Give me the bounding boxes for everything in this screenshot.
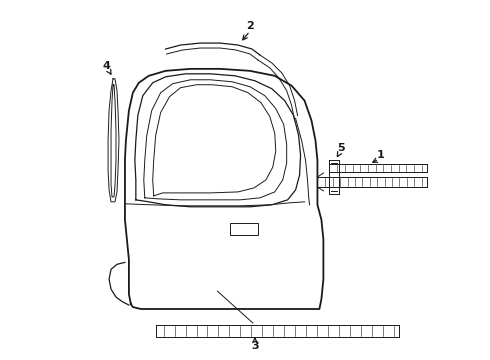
Text: 1: 1 [377, 150, 385, 160]
Text: 3: 3 [251, 341, 259, 351]
Text: 5: 5 [338, 143, 345, 153]
Text: 4: 4 [102, 61, 110, 71]
Text: 2: 2 [246, 21, 254, 31]
